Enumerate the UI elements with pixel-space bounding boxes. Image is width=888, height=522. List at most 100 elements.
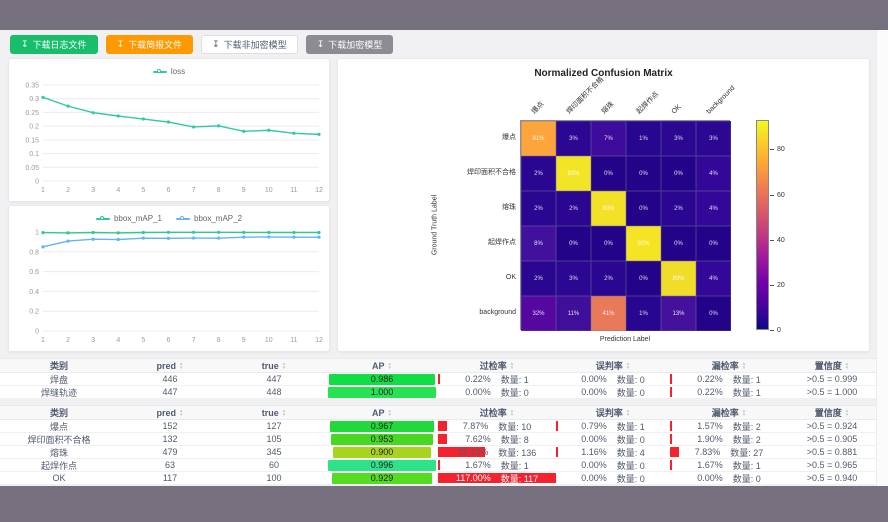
sort-icon[interactable]: ▲ ▼ bbox=[387, 360, 392, 370]
svg-text:0.25: 0.25 bbox=[25, 110, 39, 117]
column-header[interactable]: 过检率 ▲ ▼ bbox=[438, 359, 556, 372]
confidence-cell: >0.5 = 0.924 bbox=[806, 421, 858, 431]
legend-item-bbox_mAP_2[interactable]: bbox_mAP_2 bbox=[176, 214, 242, 223]
colorbar-tick bbox=[770, 239, 774, 241]
sort-icon[interactable]: ▲ ▼ bbox=[509, 360, 515, 370]
rate-percent: 7.83% bbox=[694, 447, 721, 457]
ap-bar: 0.996 bbox=[328, 459, 436, 471]
svg-text:8: 8 bbox=[217, 187, 221, 194]
sort-icon[interactable]: ▲ ▼ bbox=[509, 407, 515, 417]
column-header[interactable]: 置信度 ▲ ▼ bbox=[788, 359, 876, 372]
confidence-cell: >0.5 = 1.000 bbox=[806, 387, 858, 397]
download-encrypted-model-button[interactable]: ↧ 下载加密模型 bbox=[305, 35, 394, 54]
matrix-cell: 2% bbox=[521, 261, 556, 296]
sort-icon[interactable]: ▲ ▼ bbox=[387, 407, 392, 417]
rate-cell: 0.00% 数量: 0 bbox=[438, 386, 556, 398]
sort-icon[interactable]: ▲ ▼ bbox=[281, 407, 287, 417]
sort-icon[interactable]: ▲ ▼ bbox=[281, 360, 287, 370]
table-row: OK 117 100 0.929 117.00% 数量: 117 0.00% 数量: 0 0.0… bbox=[0, 472, 876, 485]
column-header[interactable]: 过检率 ▲ ▼ bbox=[438, 406, 556, 419]
column-header[interactable]: true ▲ ▼ bbox=[222, 406, 326, 419]
category-cell: 起焊作点 bbox=[40, 460, 77, 471]
sort-icon[interactable]: ▲ ▼ bbox=[741, 407, 747, 417]
column-header[interactable]: 漏检率 ▲ ▼ bbox=[670, 406, 788, 419]
svg-text:1: 1 bbox=[35, 230, 39, 237]
column-header[interactable]: pred ▲ ▼ bbox=[118, 359, 222, 372]
rate-bar bbox=[438, 473, 556, 483]
matrix-cell: 1% bbox=[626, 121, 661, 156]
rate-cell: 0.22% 数量: 1 bbox=[670, 373, 788, 385]
rate-percent: 117.00% bbox=[455, 473, 491, 483]
confusion-matrix-card: Normalized Confusion Matrix Ground Truth… bbox=[337, 58, 870, 352]
sort-icon[interactable]: ▲ ▼ bbox=[179, 360, 184, 370]
matrix-row-label: 熔珠 bbox=[502, 204, 516, 211]
download-report-button[interactable]: ↧ 下载简报文件 bbox=[105, 35, 194, 54]
sort-icon[interactable]: ▲ ▼ bbox=[844, 407, 850, 417]
column-header[interactable]: true ▲ ▼ bbox=[222, 359, 326, 372]
column-header[interactable]: 误判率 ▲ ▼ bbox=[556, 359, 670, 372]
category-cell: 熔珠 bbox=[49, 447, 68, 458]
ap-value: 1.000 bbox=[370, 387, 394, 397]
colorbar-tick-label: 20 bbox=[777, 281, 785, 289]
column-header-label: 漏检率 bbox=[711, 361, 739, 371]
rate-count: 数量: 1 bbox=[732, 460, 761, 471]
legend-item-bbox_mAP_1[interactable]: bbox_mAP_1 bbox=[95, 214, 162, 223]
svg-text:0.1: 0.1 bbox=[29, 151, 39, 158]
svg-text:0.2: 0.2 bbox=[29, 124, 39, 131]
rate-percent: 0.00% bbox=[581, 473, 607, 483]
rate-bar bbox=[556, 447, 558, 457]
ap-bar: 1.000 bbox=[328, 386, 436, 398]
svg-text:7: 7 bbox=[192, 337, 196, 344]
svg-text:1: 1 bbox=[41, 337, 45, 344]
download-log-button[interactable]: ↧ 下载日志文件 bbox=[10, 35, 98, 54]
sort-icon[interactable]: ▲ ▼ bbox=[625, 407, 631, 417]
map-chart-card: bbox_mAP_1 bbox_mAP_2 0 0.2 0.4 0.6 0.8 1 1 2 3 4 5 6… bbox=[8, 205, 330, 352]
rate-cell: 1.57% 数量: 2 bbox=[670, 420, 788, 432]
svg-text:10: 10 bbox=[265, 337, 273, 344]
rate-percent: 0.00% bbox=[465, 387, 491, 397]
download-unencrypted-model-button[interactable]: ↧ 下载非加密模型 bbox=[201, 35, 298, 54]
line-marker-icon bbox=[152, 68, 167, 75]
column-header[interactable]: AP ▲ ▼ bbox=[326, 406, 438, 419]
category-cell: 焊缝轨迹 bbox=[40, 387, 77, 398]
confusion-matrix-grid: 81% 3% 7% 1% 3% 3% 2% 93% 0% 0% 0% 4% 2% 2% 90% 0% 2% 4% 8… bbox=[520, 120, 731, 331]
sort-icon[interactable]: ▲ ▼ bbox=[741, 360, 747, 370]
download-icon: ↧ bbox=[116, 39, 125, 49]
svg-text:6: 6 bbox=[167, 337, 171, 344]
sort-icon[interactable]: ▲ ▼ bbox=[179, 407, 184, 417]
column-header[interactable]: AP ▲ ▼ bbox=[326, 359, 438, 372]
rate-cell: 0.79% 数量: 1 bbox=[556, 420, 670, 432]
rate-count: 数量: 0 bbox=[616, 460, 645, 471]
svg-text:0.6: 0.6 bbox=[29, 269, 39, 276]
column-header[interactable]: 误判率 ▲ ▼ bbox=[556, 406, 670, 419]
column-header[interactable]: 置信度 ▲ ▼ bbox=[788, 406, 876, 419]
rate-bar bbox=[438, 447, 485, 457]
true-cell: 127 bbox=[266, 421, 282, 431]
svg-text:2: 2 bbox=[66, 187, 70, 194]
rate-bar bbox=[670, 421, 672, 431]
column-header: 类别 bbox=[0, 359, 118, 372]
main-content: ↧ 下载日志文件 ↧ 下载简报文件 ↧ 下载非加密模型 ↧ 下载加密模型 los… bbox=[0, 30, 888, 486]
matrix-cell: 2% bbox=[521, 156, 556, 191]
rate-cell: 0.00% 数量: 0 bbox=[556, 459, 670, 471]
rate-percent: 1.16% bbox=[581, 447, 607, 457]
ap-cell: 0.953 bbox=[326, 433, 438, 445]
rate-percent: 7.87% bbox=[462, 421, 489, 431]
true-cell: 60 bbox=[268, 460, 279, 470]
column-header[interactable]: pred ▲ ▼ bbox=[118, 406, 222, 419]
column-header[interactable]: 漏检率 ▲ ▼ bbox=[670, 359, 788, 372]
svg-text:0.05: 0.05 bbox=[25, 165, 39, 172]
matrix-col-label: 爆点 bbox=[530, 100, 546, 116]
rate-cell: 7.83% 数量: 27 bbox=[670, 446, 788, 458]
column-header-label: AP bbox=[372, 360, 385, 371]
legend-item-loss[interactable]: loss bbox=[152, 67, 185, 76]
svg-text:11: 11 bbox=[290, 337, 297, 344]
scrollbar-track[interactable] bbox=[876, 30, 888, 486]
svg-text:0.8: 0.8 bbox=[29, 249, 39, 256]
category-cell: 焊盘 bbox=[49, 374, 68, 385]
sort-icon[interactable]: ▲ ▼ bbox=[844, 360, 850, 370]
matrix-cell: 2% bbox=[591, 261, 626, 296]
rate-percent: 0.79% bbox=[581, 421, 607, 431]
sort-icon[interactable]: ▲ ▼ bbox=[625, 360, 631, 370]
rate-cell: 39.42% 数量: 136 bbox=[438, 446, 556, 458]
